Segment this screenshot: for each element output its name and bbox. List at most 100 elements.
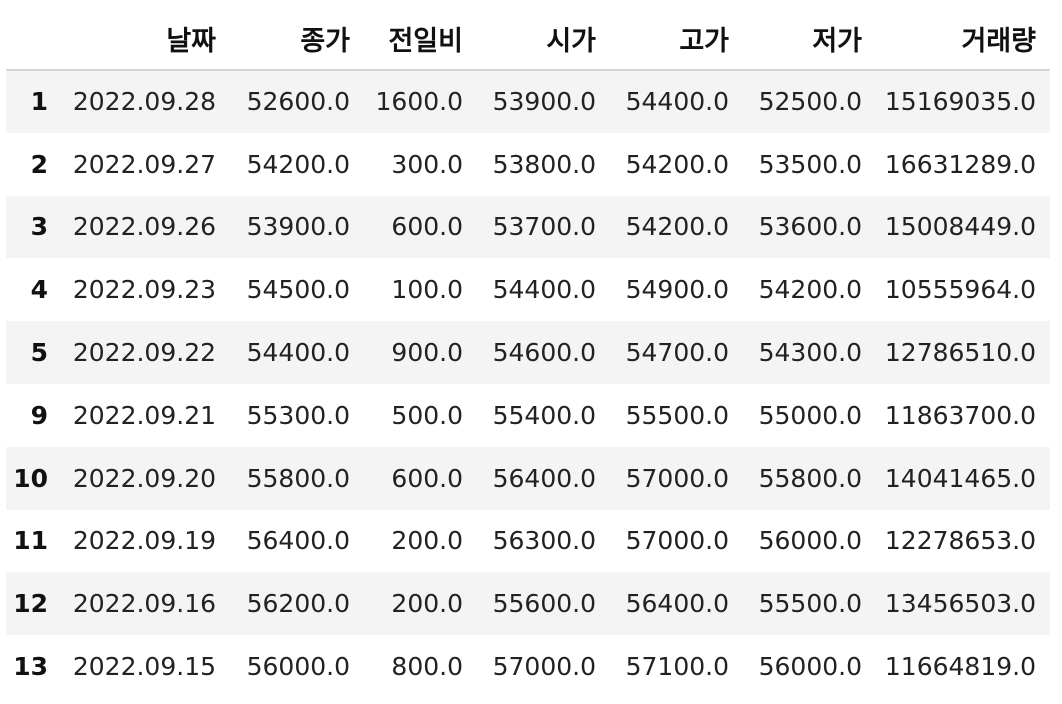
date-cell: 2022.09.21 bbox=[72, 400, 216, 430]
table-row: 13 2022.09.15 56000.0 800.0 57000.0 5710… bbox=[6, 635, 1050, 698]
table-row: 4 2022.09.23 54500.0 100.0 54400.0 54900… bbox=[6, 258, 1050, 322]
low-cell: 56000.0 bbox=[758, 652, 862, 682]
diff-cell: 200.0 bbox=[391, 589, 463, 619]
open-header: 시가 bbox=[477, 8, 610, 71]
index-header bbox=[6, 8, 62, 71]
table-row: 5 2022.09.22 54400.0 900.0 54600.0 54700… bbox=[6, 321, 1050, 384]
date-cell: 2022.09.19 bbox=[72, 526, 216, 556]
row-index: 1 bbox=[30, 87, 48, 117]
date-cell: 2022.09.16 bbox=[72, 589, 216, 619]
open-cell: 53900.0 bbox=[492, 87, 596, 117]
row-index: 2 bbox=[30, 149, 48, 179]
table-row: 2 2022.09.27 54200.0 300.0 53800.0 54200… bbox=[6, 132, 1050, 196]
open-cell: 54600.0 bbox=[492, 338, 596, 368]
diff-cell: 300.0 bbox=[391, 149, 463, 179]
volume-cell: 14041465.0 bbox=[884, 463, 1036, 493]
table-row: 3 2022.09.26 53900.0 600.0 53700.0 54200… bbox=[6, 195, 1050, 259]
open-cell: 53800.0 bbox=[492, 149, 596, 179]
close-cell: 52600.0 bbox=[246, 87, 350, 117]
low-cell: 56000.0 bbox=[758, 526, 862, 556]
date-cell: 2022.09.15 bbox=[72, 652, 216, 682]
date-cell: 2022.09.22 bbox=[72, 338, 216, 368]
volume-cell: 15008449.0 bbox=[884, 212, 1036, 242]
volume-header: 거래량 bbox=[876, 8, 1050, 71]
header-row: 날짜 종가 전일비 시가 고가 저가 거래량 bbox=[6, 8, 1050, 71]
high-cell: 57100.0 bbox=[625, 652, 729, 682]
row-index: 13 bbox=[13, 652, 48, 682]
diff-cell: 600.0 bbox=[391, 212, 463, 242]
diff-cell: 900.0 bbox=[391, 338, 463, 368]
row-index: 12 bbox=[13, 589, 48, 619]
volume-cell: 10555964.0 bbox=[884, 275, 1036, 305]
low-cell: 55800.0 bbox=[758, 463, 862, 493]
open-cell: 54400.0 bbox=[492, 275, 596, 305]
volume-cell: 16631289.0 bbox=[884, 149, 1036, 179]
low-header: 저가 bbox=[743, 8, 876, 71]
high-cell: 55500.0 bbox=[625, 400, 729, 430]
close-cell: 53900.0 bbox=[246, 212, 350, 242]
high-cell: 56400.0 bbox=[625, 589, 729, 619]
high-header: 고가 bbox=[610, 8, 743, 71]
date-cell: 2022.09.26 bbox=[72, 212, 216, 242]
close-cell: 55300.0 bbox=[246, 400, 350, 430]
volume-cell: 11863700.0 bbox=[884, 400, 1036, 430]
table-row: 12 2022.09.16 56200.0 200.0 55600.0 5640… bbox=[6, 572, 1050, 636]
volume-cell: 12786510.0 bbox=[884, 338, 1036, 368]
table-row: 1 2022.09.28 52600.0 1600.0 53900.0 5440… bbox=[6, 70, 1050, 133]
diff-cell: 200.0 bbox=[391, 526, 463, 556]
date-cell: 2022.09.28 bbox=[72, 87, 216, 117]
low-cell: 54200.0 bbox=[758, 275, 862, 305]
close-cell: 55800.0 bbox=[246, 463, 350, 493]
close-cell: 54400.0 bbox=[246, 338, 350, 368]
date-cell: 2022.09.27 bbox=[72, 149, 216, 179]
close-cell: 56400.0 bbox=[246, 526, 350, 556]
close-cell: 54200.0 bbox=[246, 149, 350, 179]
table-body: 1 2022.09.28 52600.0 1600.0 53900.0 5440… bbox=[6, 70, 1050, 698]
low-cell: 54300.0 bbox=[758, 338, 862, 368]
row-index: 11 bbox=[13, 526, 48, 556]
row-index: 3 bbox=[30, 212, 48, 242]
diff-cell: 1600.0 bbox=[375, 87, 463, 117]
row-index: 5 bbox=[30, 338, 48, 368]
diff-cell: 600.0 bbox=[391, 463, 463, 493]
open-cell: 56300.0 bbox=[492, 526, 596, 556]
high-cell: 54400.0 bbox=[625, 87, 729, 117]
row-index: 10 bbox=[13, 463, 48, 493]
low-cell: 53600.0 bbox=[758, 212, 862, 242]
diff-cell: 100.0 bbox=[391, 275, 463, 305]
table-header: 날짜 종가 전일비 시가 고가 저가 거래량 bbox=[6, 8, 1050, 71]
dataframe-output: 날짜 종가 전일비 시가 고가 저가 거래량 1 2022.09.28 5260… bbox=[6, 8, 1050, 698]
table-row: 11 2022.09.19 56400.0 200.0 56300.0 5700… bbox=[6, 509, 1050, 573]
volume-cell: 13456503.0 bbox=[884, 589, 1036, 619]
high-cell: 54200.0 bbox=[625, 149, 729, 179]
diff-cell: 800.0 bbox=[391, 652, 463, 682]
volume-cell: 15169035.0 bbox=[884, 87, 1036, 117]
low-cell: 53500.0 bbox=[758, 149, 862, 179]
table-row: 10 2022.09.20 55800.0 600.0 56400.0 5700… bbox=[6, 446, 1050, 510]
high-cell: 57000.0 bbox=[625, 463, 729, 493]
high-cell: 54200.0 bbox=[625, 212, 729, 242]
volume-cell: 11664819.0 bbox=[884, 652, 1036, 682]
close-cell: 56200.0 bbox=[246, 589, 350, 619]
table-row: 9 2022.09.21 55300.0 500.0 55400.0 55500… bbox=[6, 383, 1050, 447]
diff-cell: 500.0 bbox=[391, 400, 463, 430]
low-cell: 55500.0 bbox=[758, 589, 862, 619]
low-cell: 52500.0 bbox=[758, 87, 862, 117]
date-cell: 2022.09.20 bbox=[72, 463, 216, 493]
open-cell: 53700.0 bbox=[492, 212, 596, 242]
high-cell: 57000.0 bbox=[625, 526, 729, 556]
close-header: 종가 bbox=[230, 8, 364, 71]
close-cell: 54500.0 bbox=[246, 275, 350, 305]
diff-header: 전일비 bbox=[364, 8, 477, 71]
volume-cell: 12278653.0 bbox=[884, 526, 1036, 556]
open-cell: 55600.0 bbox=[492, 589, 596, 619]
date-cell: 2022.09.23 bbox=[72, 275, 216, 305]
high-cell: 54700.0 bbox=[625, 338, 729, 368]
row-index: 9 bbox=[30, 400, 48, 430]
high-cell: 54900.0 bbox=[625, 275, 729, 305]
open-cell: 55400.0 bbox=[492, 400, 596, 430]
open-cell: 56400.0 bbox=[492, 463, 596, 493]
stock-price-table: 날짜 종가 전일비 시가 고가 저가 거래량 1 2022.09.28 5260… bbox=[6, 8, 1050, 698]
open-cell: 57000.0 bbox=[492, 652, 596, 682]
row-index: 4 bbox=[30, 275, 48, 305]
